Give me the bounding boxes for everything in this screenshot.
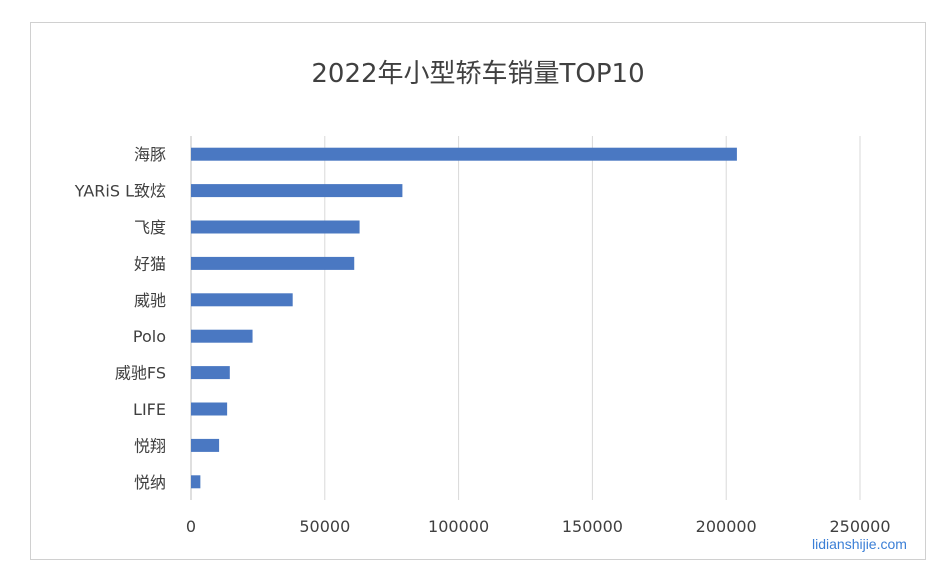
category-label: 好猫: [134, 254, 166, 273]
bar: [191, 475, 201, 489]
category-label: Polo: [133, 327, 166, 346]
x-tick-labels: 0 50000 100000 150000 200000 250000: [186, 517, 891, 536]
category-label: 威驰: [134, 291, 166, 310]
x-tick-label: 100000: [428, 517, 489, 536]
x-tick-label: 50000: [299, 517, 350, 536]
chart-frame: [30, 22, 926, 560]
bar: [191, 293, 293, 307]
category-label: 悦纳: [134, 473, 166, 492]
chart-title: 2022年小型轿车销量TOP10: [311, 59, 644, 89]
bar: [191, 438, 220, 452]
category-label: YARiS L致炫: [74, 182, 166, 201]
x-tick-label: 150000: [562, 517, 623, 536]
bar: [191, 402, 228, 416]
bar: [191, 147, 737, 161]
x-tick-label: 0: [186, 517, 196, 536]
x-tick-label: 200000: [696, 517, 757, 536]
bar: [191, 220, 360, 234]
category-label: 海豚: [134, 145, 166, 164]
category-label: 悦翔: [134, 436, 166, 455]
category-label: LIFE: [133, 400, 166, 419]
watermark-text: lidianshijie.com: [812, 536, 907, 552]
bar: [191, 329, 253, 343]
bars: [191, 147, 737, 489]
bar: [191, 366, 230, 380]
category-label: 飞度: [134, 218, 166, 237]
category-label: 威驰FS: [115, 364, 166, 383]
bar: [191, 256, 355, 270]
x-tick-label: 250000: [829, 517, 890, 536]
bar: [191, 184, 403, 198]
